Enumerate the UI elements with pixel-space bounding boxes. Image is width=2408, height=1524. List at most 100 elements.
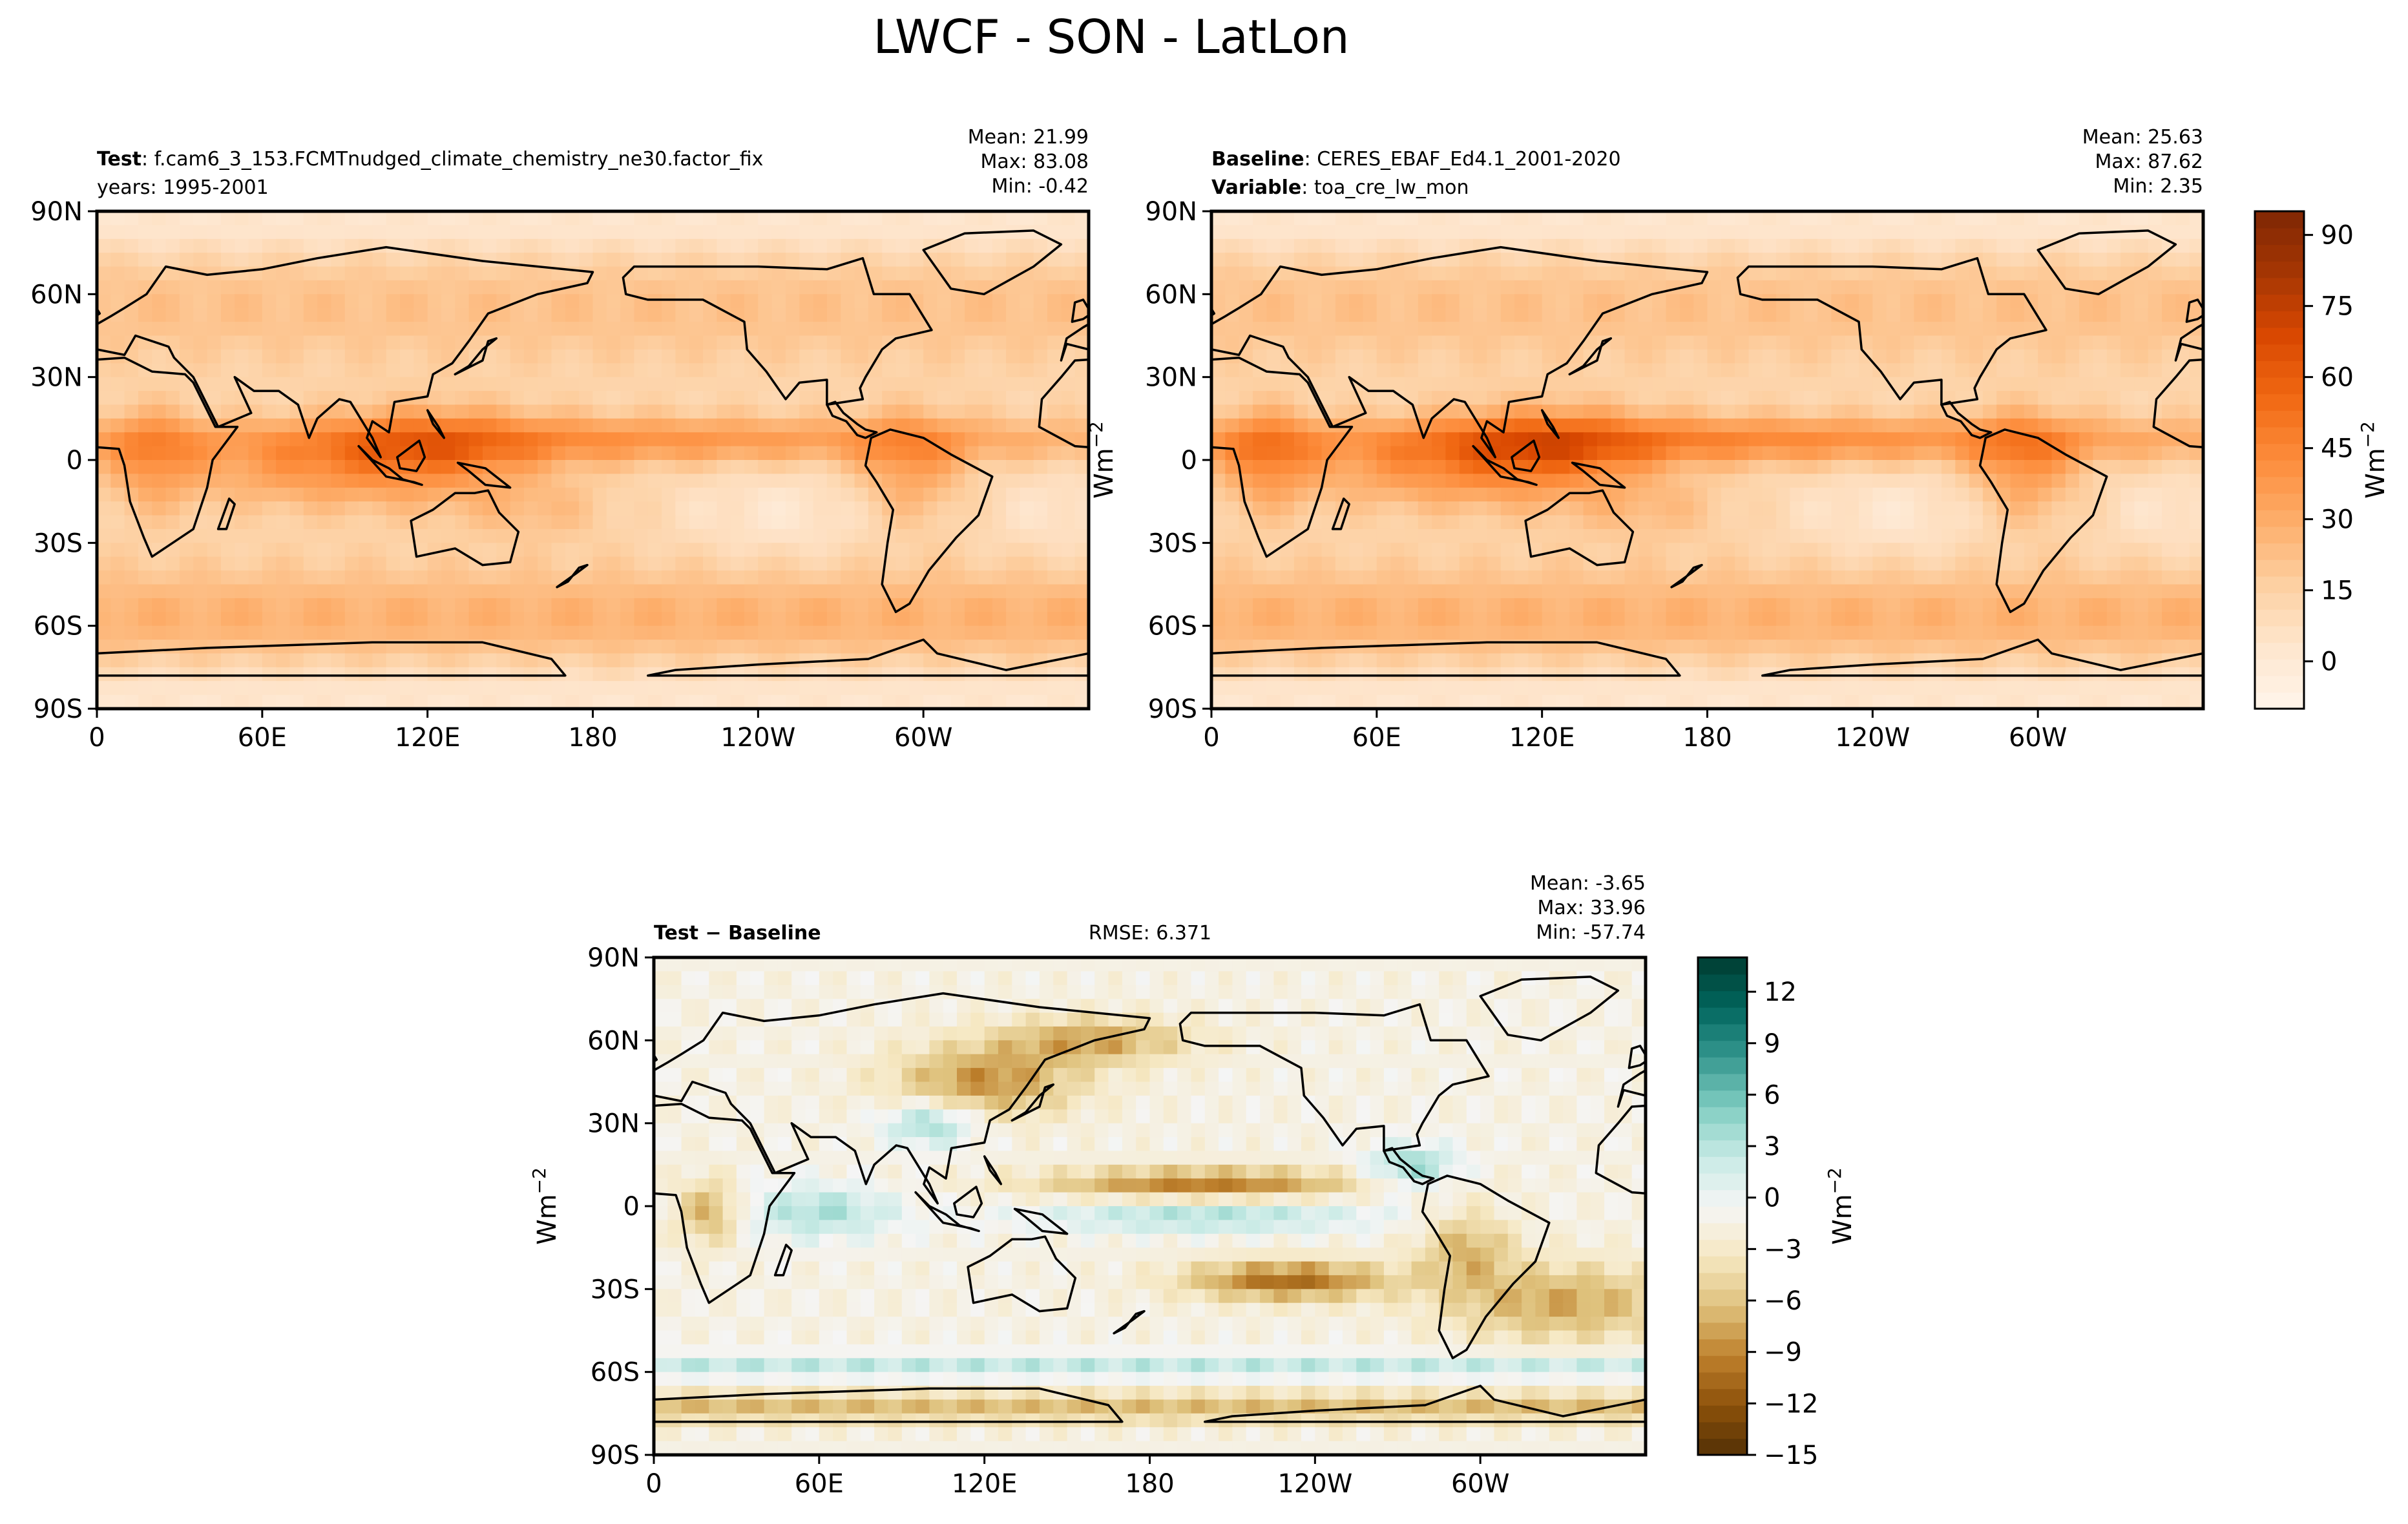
field-cell	[2066, 598, 2080, 612]
field-cell	[1611, 570, 1625, 585]
field-cell	[731, 474, 745, 488]
field-cell	[1693, 570, 1708, 585]
field-cell	[331, 501, 345, 516]
field-cell	[345, 626, 359, 640]
field-cell	[1514, 570, 1529, 585]
field-cell	[1020, 350, 1034, 364]
field-cell	[496, 363, 510, 377]
field-cell	[455, 225, 469, 239]
field-cell	[1900, 211, 1914, 225]
field-cell	[786, 419, 800, 433]
field-cell	[110, 626, 125, 640]
field-cell	[634, 570, 649, 585]
field-cell	[1969, 557, 1984, 571]
field-cell	[648, 612, 662, 626]
field-cell	[1377, 543, 1391, 557]
field-cell	[703, 695, 717, 709]
field-cell	[1390, 280, 1405, 295]
field-cell	[2066, 363, 2080, 377]
field-cell	[1514, 253, 1529, 267]
field-cell	[317, 598, 331, 612]
field-cell	[1075, 239, 1089, 253]
field-cell	[138, 474, 152, 488]
field-cell	[1542, 612, 1556, 626]
field-cell	[1006, 363, 1020, 377]
field-cell	[1445, 225, 1460, 239]
field-cell	[1335, 570, 1350, 585]
field-cell	[1804, 460, 1818, 474]
field-cell	[1460, 350, 1474, 364]
field-cell	[359, 460, 373, 474]
field-cell	[97, 211, 111, 225]
field-cell	[1528, 225, 1542, 239]
field-cell	[2175, 640, 2190, 654]
field-cell	[249, 211, 263, 225]
field-cell	[1845, 377, 1859, 391]
field-cell	[799, 446, 813, 461]
field-cell	[1569, 308, 1584, 322]
field-cell	[1253, 501, 1267, 516]
field-cell	[221, 570, 235, 585]
field-cell	[2134, 253, 2148, 267]
field-cell	[689, 460, 704, 474]
field-cell	[1597, 404, 1611, 419]
field-cell	[1363, 432, 1377, 446]
field-cell	[744, 667, 759, 682]
field-cell	[1983, 557, 1997, 571]
field-cell	[386, 585, 401, 599]
field-cell	[772, 239, 786, 253]
field-cell	[662, 653, 676, 667]
field-cell	[772, 474, 786, 488]
field-cell	[2120, 308, 2135, 322]
field-cell	[276, 267, 290, 281]
field-cell	[1872, 404, 1887, 419]
field-cell	[1418, 516, 1432, 530]
field-cell	[1349, 557, 1363, 571]
field-cell	[1763, 529, 1777, 543]
field-cell	[304, 446, 318, 461]
field-cell	[868, 529, 883, 543]
field-cell	[1034, 377, 1048, 391]
field-cell	[331, 225, 345, 239]
field-cell	[414, 336, 428, 350]
field-cell	[703, 419, 717, 433]
field-cell	[1528, 598, 1542, 612]
field-cell	[538, 363, 552, 377]
field-cell	[138, 667, 152, 682]
field-cell	[483, 667, 497, 682]
field-cell	[2120, 460, 2135, 474]
field-cell	[1266, 446, 1281, 461]
field-cell	[744, 585, 759, 599]
field-cell	[1942, 239, 1956, 253]
field-cell	[345, 363, 359, 377]
field-cell	[262, 280, 277, 295]
field-cell	[868, 557, 883, 571]
field-cell	[400, 308, 414, 322]
field-cell	[359, 543, 373, 557]
field-cell	[923, 460, 937, 474]
field-cell	[634, 280, 649, 295]
field-cell	[744, 640, 759, 654]
field-cell	[166, 404, 180, 419]
field-cell	[193, 695, 207, 709]
field-cell	[1294, 432, 1308, 446]
field-cell	[758, 308, 772, 322]
field-cell	[1776, 501, 1790, 516]
field-cell	[1225, 363, 1239, 377]
field-cell	[428, 543, 442, 557]
field-cell	[1294, 350, 1308, 364]
field-cell	[538, 350, 552, 364]
field-cell	[249, 626, 263, 640]
field-cell	[1211, 626, 1226, 640]
field-cell	[510, 239, 525, 253]
field-cell	[372, 585, 386, 599]
field-cell	[744, 377, 759, 391]
field-cell	[896, 626, 910, 640]
field-cell	[1335, 474, 1350, 488]
field-cell	[1294, 239, 1308, 253]
field-cell	[662, 543, 676, 557]
field-cell	[1763, 474, 1777, 488]
field-cell	[923, 350, 937, 364]
field-cell	[1349, 598, 1363, 612]
field-cell	[923, 501, 937, 516]
